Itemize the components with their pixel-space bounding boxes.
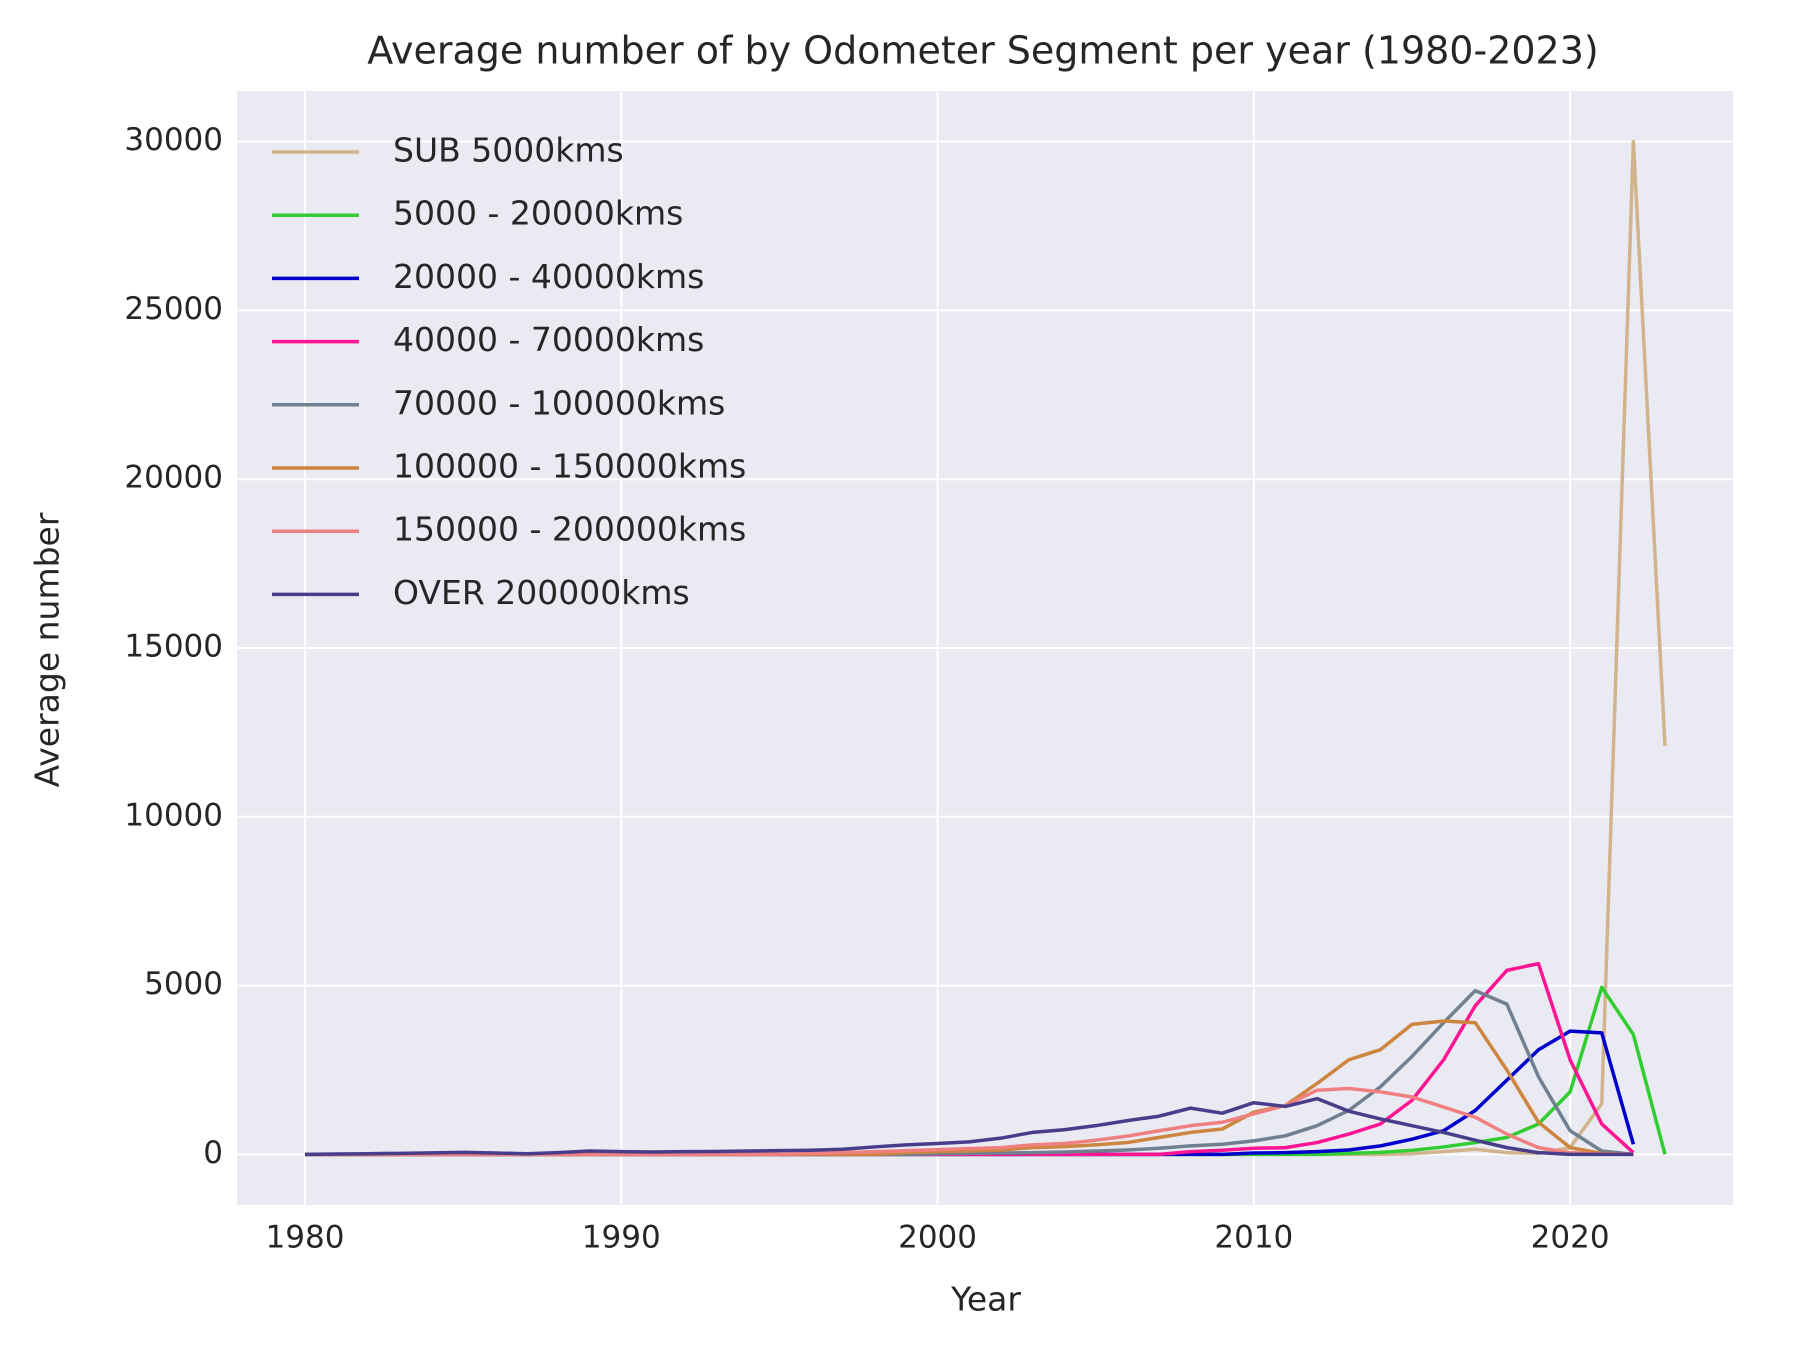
x-tick-label: 1980 [266, 1220, 345, 1256]
y-tick-label: 10000 [124, 797, 223, 833]
y-tick-label: 5000 [144, 966, 223, 1002]
y-axis-label: Average number [28, 512, 67, 787]
legend-label: SUB 5000kms [393, 131, 624, 170]
y-tick-label: 15000 [124, 629, 223, 665]
legend-label: 70000 - 100000kms [393, 383, 725, 422]
x-tick-label: 2000 [898, 1220, 977, 1256]
x-axis-label: Year [950, 1280, 1021, 1319]
legend-label: 100000 - 150000kms [393, 447, 746, 486]
legend-label: 5000 - 20000kms [393, 194, 683, 233]
legend-label: 40000 - 70000kms [393, 320, 704, 359]
y-tick-label: 0 [203, 1135, 223, 1171]
y-tick-label: 20000 [124, 460, 223, 496]
y-tick-label: 30000 [124, 122, 223, 158]
x-tick-label: 2010 [1214, 1220, 1293, 1256]
legend-label: 150000 - 200000kms [393, 510, 746, 549]
y-tick-label: 25000 [124, 291, 223, 327]
x-tick-label: 2020 [1531, 1220, 1610, 1256]
chart-title: Average number of by Odometer Segment pe… [367, 29, 1598, 73]
legend-label: OVER 200000kms [393, 573, 690, 612]
legend-label: 20000 - 40000kms [393, 257, 704, 296]
series-line [304, 1096, 1634, 1157]
x-tick-label: 1990 [582, 1220, 661, 1256]
